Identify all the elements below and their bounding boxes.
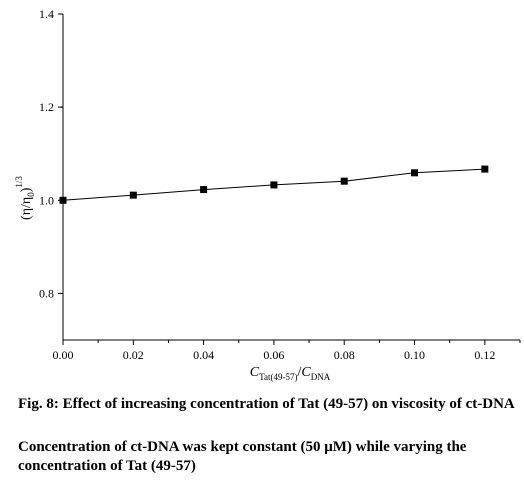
x-tick-label: 0.00 — [53, 348, 74, 362]
data-point — [270, 181, 278, 189]
figure-caption-title: Fig. 8: Effect of increasing concentrati… — [18, 396, 515, 412]
y-tick-label: 1.0 — [39, 193, 54, 207]
data-point — [481, 165, 489, 173]
y-tick-label: 0.8 — [39, 286, 54, 300]
data-point — [129, 191, 137, 199]
data-point — [340, 177, 348, 185]
y-tick-label: 1.2 — [39, 100, 54, 114]
figure-caption-note: Concentration of ct-DNA was kept constan… — [18, 439, 467, 474]
ticks — [58, 13, 521, 345]
x-axis-label: CTat(49-57)/CDNA — [250, 365, 331, 382]
data-point — [411, 169, 419, 177]
data-markers — [59, 165, 489, 204]
x-tick-label: 0.10 — [404, 348, 425, 362]
x-tick-label: 0.02 — [123, 348, 144, 362]
x-tick-label: 0.12 — [474, 348, 495, 362]
tick-labels: 0.00 0.02 0.04 0.06 0.08 0.10 0.12 0.8 1.0 1.2 1.4 — [39, 7, 495, 362]
y-tick-label: 1.4 — [39, 7, 54, 21]
x-tick-label: 0.06 — [263, 348, 284, 362]
x-tick-label: 0.04 — [193, 348, 214, 362]
x-tick-label: 0.08 — [334, 348, 355, 362]
axes — [62, 14, 520, 341]
viscosity-chart: 0.00 0.02 0.04 0.06 0.08 0.10 0.12 0.8 1.0 1.2 1.4… — [14, 7, 521, 382]
y-axis-label: (η/η0)1/3 — [14, 176, 36, 220]
data-point — [59, 196, 67, 204]
data-point — [200, 186, 208, 194]
